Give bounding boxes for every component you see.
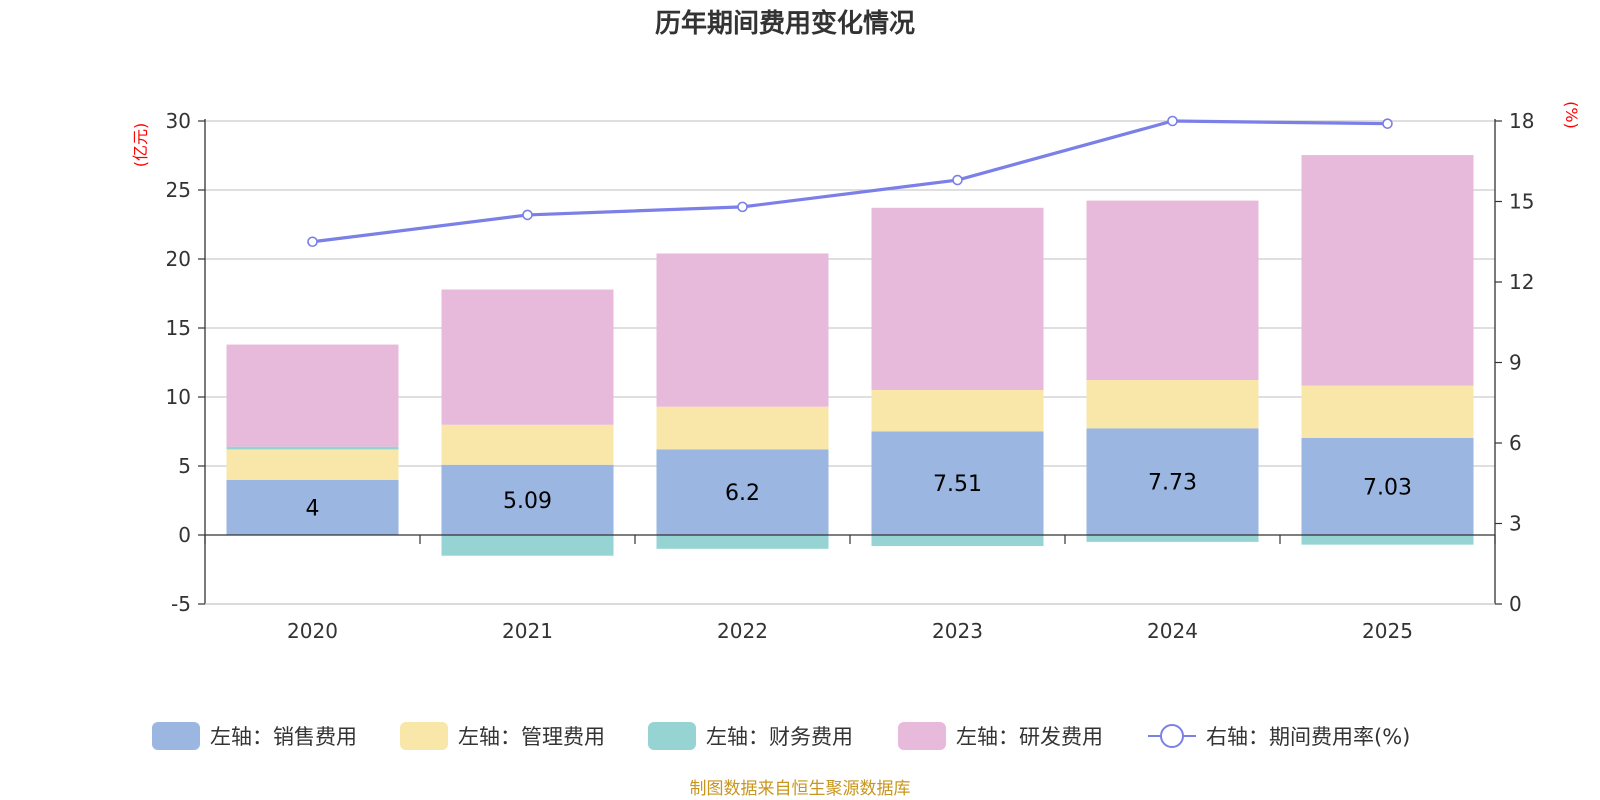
left-tick-label: 0	[178, 523, 191, 547]
bar-s3-2025	[1301, 155, 1474, 386]
legend: 左轴：销售费用 左轴：管理费用 左轴：财务费用 左轴：研发费用 右轴：期间费用率(%)	[152, 722, 1410, 750]
x-label-2025: 2025	[1362, 619, 1413, 643]
bar-s2-2020	[226, 446, 399, 450]
right-tick-label: 15	[1509, 190, 1534, 214]
rate-line-series	[307, 115, 1393, 248]
left-tick-label: 25	[166, 178, 191, 202]
bar-s2-2024	[1086, 535, 1259, 542]
bar-s1-2020	[226, 449, 399, 480]
rate-point-2020	[307, 236, 318, 248]
bar-s1-2022	[656, 406, 829, 450]
x-label-2024: 2024	[1147, 619, 1198, 643]
x-axis-labels: 2020 2021 2022 2023 2024 2025	[287, 619, 1413, 643]
rate-point-2024	[1167, 115, 1178, 127]
bar-s3-2022	[656, 253, 829, 407]
bar-s1-2023	[871, 389, 1044, 432]
bar-s0-2024	[1086, 428, 1259, 535]
legend-label-1: 左轴：管理费用	[458, 725, 605, 749]
data-label-2023: 7.51	[933, 472, 982, 497]
x-label-2022: 2022	[717, 619, 768, 643]
axes	[204, 119, 1496, 605]
left-axis-ticks: -5 0 5 10 15 20 25 30	[166, 109, 205, 616]
bar-s1-2024	[1086, 380, 1259, 429]
bar-series	[226, 155, 1474, 556]
legend-label-2: 左轴：财务费用	[706, 725, 853, 749]
bar-s0-2023	[871, 431, 1044, 535]
source-note: 制图数据来自恒生聚源数据库	[690, 779, 911, 799]
data-label-2022: 6.2	[725, 481, 760, 506]
x-label-2023: 2023	[932, 619, 983, 643]
right-tick-label: 18	[1509, 109, 1534, 133]
right-tick-label: 12	[1509, 270, 1534, 294]
bar-s2-2023	[871, 535, 1044, 547]
left-tick-label: 10	[166, 385, 191, 409]
legend-swatch-2	[648, 722, 696, 750]
x-label-2021: 2021	[502, 619, 553, 643]
rate-point-2025	[1382, 118, 1393, 129]
left-tick-label: 15	[166, 316, 191, 340]
right-tick-label: 0	[1509, 592, 1522, 616]
right-tick-label: 9	[1509, 351, 1522, 375]
bar-s1-2021	[441, 424, 614, 465]
legend-swatch-1	[400, 722, 448, 750]
bar-s3-2021	[441, 289, 614, 425]
rate-point-2023	[952, 174, 963, 186]
legend-label-4: 右轴：期间费用率(%)	[1206, 725, 1410, 749]
rate-point-2021	[522, 209, 533, 221]
legend-label-0: 左轴：销售费用	[210, 725, 357, 749]
legend-label-3: 左轴：研发费用	[956, 725, 1103, 749]
data-label-2025: 7.03	[1363, 475, 1412, 500]
data-labels: 4 5.09 6.2 7.51 7.73 7.03	[306, 471, 1412, 522]
right-tick-label: 3	[1509, 512, 1522, 536]
bar-s0-2022	[656, 449, 829, 535]
bar-s0-2020	[226, 479, 399, 535]
left-axis-unit: (亿元)	[131, 123, 150, 168]
right-tick-label: 6	[1509, 431, 1522, 455]
bar-s2-2022	[656, 535, 829, 549]
data-label-2020: 4	[306, 496, 320, 521]
right-axis-ticks: 0 3 6 9 12 15 18	[1495, 109, 1534, 616]
chart-title: 历年期间费用变化情况	[655, 8, 915, 39]
bar-s3-2023	[871, 207, 1044, 390]
bar-s0-2025	[1301, 437, 1474, 535]
x-label-2020: 2020	[287, 619, 338, 643]
rate-point-2022	[737, 201, 748, 213]
legend-swatch-3	[898, 722, 946, 750]
left-tick-label: 30	[166, 109, 191, 133]
bar-s2-2021	[441, 535, 614, 556]
bar-s3-2024	[1086, 200, 1259, 381]
left-tick-label: 20	[166, 247, 191, 271]
bar-s2-2025	[1301, 535, 1474, 545]
data-label-2024: 7.73	[1148, 471, 1197, 496]
rate-line	[312, 119, 1388, 244]
legend-swatch-0	[152, 722, 200, 750]
left-tick-label: 5	[178, 454, 191, 478]
right-axis-unit: (%)	[1562, 101, 1581, 129]
legend-circle-marker	[1160, 724, 1184, 748]
left-tick-label: -5	[171, 592, 191, 616]
bar-s3-2020	[226, 344, 399, 447]
bar-s0-2021	[441, 464, 614, 535]
bar-s1-2025	[1301, 385, 1474, 438]
grid-lines	[205, 120, 1495, 605]
data-label-2021: 5.09	[503, 489, 552, 514]
